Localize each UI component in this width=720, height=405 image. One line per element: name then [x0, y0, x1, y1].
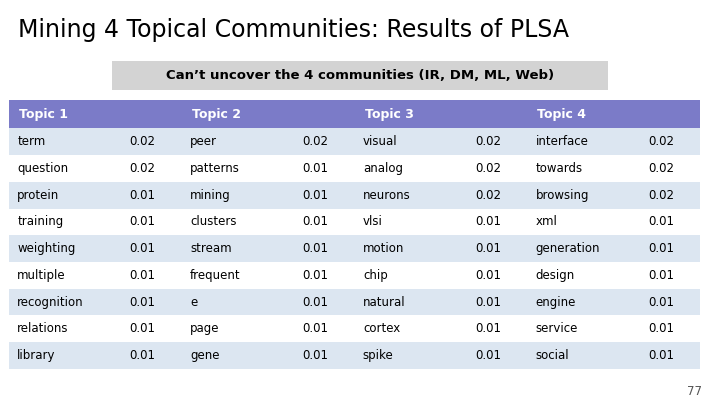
- Text: 0.01: 0.01: [130, 215, 156, 228]
- Text: neurons: neurons: [363, 189, 410, 202]
- Text: 0.01: 0.01: [130, 349, 156, 362]
- Text: 0.01: 0.01: [475, 269, 501, 282]
- Text: 0.02: 0.02: [130, 135, 156, 148]
- Text: 0.01: 0.01: [130, 322, 156, 335]
- Text: page: page: [190, 322, 220, 335]
- Text: stream: stream: [190, 242, 232, 255]
- Text: patterns: patterns: [190, 162, 240, 175]
- Text: design: design: [536, 269, 575, 282]
- Text: 0.01: 0.01: [475, 242, 501, 255]
- Text: 0.01: 0.01: [130, 296, 156, 309]
- Text: 0.01: 0.01: [302, 189, 328, 202]
- Text: 0.01: 0.01: [302, 269, 328, 282]
- Text: 0.01: 0.01: [475, 322, 501, 335]
- Text: 0.01: 0.01: [130, 269, 156, 282]
- Text: training: training: [17, 215, 63, 228]
- Text: 0.01: 0.01: [130, 242, 156, 255]
- Text: spike: spike: [363, 349, 394, 362]
- Text: clusters: clusters: [190, 215, 237, 228]
- Text: generation: generation: [536, 242, 600, 255]
- Text: 0.01: 0.01: [648, 349, 674, 362]
- Text: term: term: [17, 135, 45, 148]
- Text: 0.01: 0.01: [475, 349, 501, 362]
- Text: Can’t uncover the 4 communities (IR, DM, ML, Web): Can’t uncover the 4 communities (IR, DM,…: [166, 69, 554, 82]
- Text: question: question: [17, 162, 68, 175]
- Text: analog: analog: [363, 162, 403, 175]
- Text: Topic 3: Topic 3: [364, 108, 413, 121]
- Text: 0.01: 0.01: [302, 242, 328, 255]
- Text: browsing: browsing: [536, 189, 589, 202]
- Text: relations: relations: [17, 322, 69, 335]
- Text: social: social: [536, 349, 570, 362]
- Text: 0.01: 0.01: [475, 215, 501, 228]
- Text: e: e: [190, 296, 197, 309]
- Text: cortex: cortex: [363, 322, 400, 335]
- Text: visual: visual: [363, 135, 397, 148]
- Text: 0.01: 0.01: [648, 242, 674, 255]
- Text: 0.01: 0.01: [302, 215, 328, 228]
- Text: interface: interface: [536, 135, 588, 148]
- Text: 0.01: 0.01: [648, 215, 674, 228]
- Text: protein: protein: [17, 189, 60, 202]
- Text: 0.02: 0.02: [475, 135, 501, 148]
- Text: recognition: recognition: [17, 296, 84, 309]
- Text: Topic 1: Topic 1: [19, 108, 68, 121]
- Text: peer: peer: [190, 135, 217, 148]
- Text: 0.01: 0.01: [302, 322, 328, 335]
- Text: 0.01: 0.01: [302, 296, 328, 309]
- Text: engine: engine: [536, 296, 576, 309]
- Text: 0.01: 0.01: [302, 349, 328, 362]
- Text: 0.02: 0.02: [475, 189, 501, 202]
- Text: 0.01: 0.01: [648, 322, 674, 335]
- Text: 0.01: 0.01: [302, 162, 328, 175]
- Text: Topic 2: Topic 2: [192, 108, 240, 121]
- Text: towards: towards: [536, 162, 582, 175]
- Text: 0.01: 0.01: [648, 269, 674, 282]
- Text: 0.02: 0.02: [648, 189, 674, 202]
- Text: 0.02: 0.02: [475, 162, 501, 175]
- Text: motion: motion: [363, 242, 404, 255]
- Text: 0.01: 0.01: [130, 189, 156, 202]
- Text: mining: mining: [190, 189, 231, 202]
- Text: 0.02: 0.02: [648, 162, 674, 175]
- Text: vlsi: vlsi: [363, 215, 383, 228]
- Text: 0.02: 0.02: [130, 162, 156, 175]
- Text: chip: chip: [363, 269, 387, 282]
- Text: gene: gene: [190, 349, 220, 362]
- Text: natural: natural: [363, 296, 405, 309]
- Text: weighting: weighting: [17, 242, 76, 255]
- Text: 0.02: 0.02: [302, 135, 328, 148]
- Text: Topic 4: Topic 4: [537, 108, 586, 121]
- Text: frequent: frequent: [190, 269, 240, 282]
- Text: library: library: [17, 349, 55, 362]
- Text: 0.01: 0.01: [648, 296, 674, 309]
- Text: Mining 4 Topical Communities: Results of PLSA: Mining 4 Topical Communities: Results of…: [18, 18, 569, 42]
- Text: 0.02: 0.02: [648, 135, 674, 148]
- Text: xml: xml: [536, 215, 557, 228]
- Text: multiple: multiple: [17, 269, 66, 282]
- Text: service: service: [536, 322, 578, 335]
- Text: 77: 77: [687, 385, 702, 398]
- Text: 0.01: 0.01: [475, 296, 501, 309]
